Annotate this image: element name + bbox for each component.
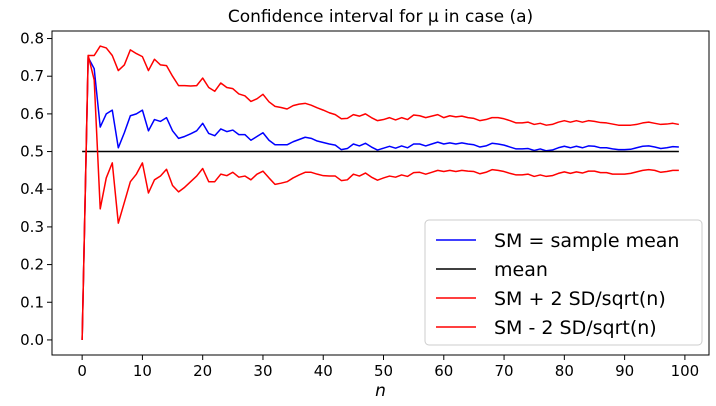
y-tick-label: 0.2	[20, 256, 44, 274]
series-line-3	[81, 45, 679, 340]
x-tick-label: 10	[133, 362, 152, 380]
y-tick-label: 0.6	[20, 105, 44, 123]
x-tick-label: 70	[495, 362, 514, 380]
x-tick-label: 90	[615, 362, 634, 380]
chart-title: Confidence interval for μ in case (a)	[228, 7, 533, 27]
x-tick-label: 20	[193, 362, 212, 380]
plot-area	[51, 30, 710, 356]
x-tick-label: 0	[77, 362, 87, 380]
x-tick-label: 80	[555, 362, 574, 380]
series-line-1	[81, 56, 679, 340]
y-tick-label: 0.5	[20, 143, 44, 161]
x-tick-label: 40	[314, 362, 333, 380]
y-tick-label: 0.0	[20, 331, 44, 349]
y-tick-label: 0.1	[20, 293, 44, 311]
y-tick-label: 0.8	[20, 30, 44, 48]
x-tick-label: 100	[671, 362, 700, 380]
series-line-4	[81, 54, 679, 340]
legend: SM = sample mean mean SM + 2 SD/sqrt(n) SM …	[424, 219, 703, 346]
legend-label: SM - 2 SD/sqrt(n)	[494, 317, 657, 339]
x-axis-label: n	[375, 381, 386, 401]
x-tick-label: 30	[253, 362, 272, 380]
axes-frame	[51, 30, 710, 356]
y-axis-ticks: 0.0 0.1 0.2 0.3 0.4 0.5 0.6 0.7 0.8	[20, 30, 52, 349]
y-tick-label: 0.3	[20, 218, 44, 236]
legend-label: SM + 2 SD/sqrt(n)	[494, 288, 666, 310]
legend-box	[424, 219, 703, 346]
x-tick-label: 60	[434, 362, 453, 380]
legend-label: mean	[494, 259, 548, 281]
y-tick-label: 0.4	[20, 180, 44, 198]
x-axis-ticks: 0 10 20 30 40 50 60 70 80 90 100	[77, 355, 699, 380]
x-tick-label: 50	[374, 362, 393, 380]
y-tick-label: 0.7	[20, 67, 44, 85]
legend-label: SM = sample mean	[494, 230, 679, 252]
